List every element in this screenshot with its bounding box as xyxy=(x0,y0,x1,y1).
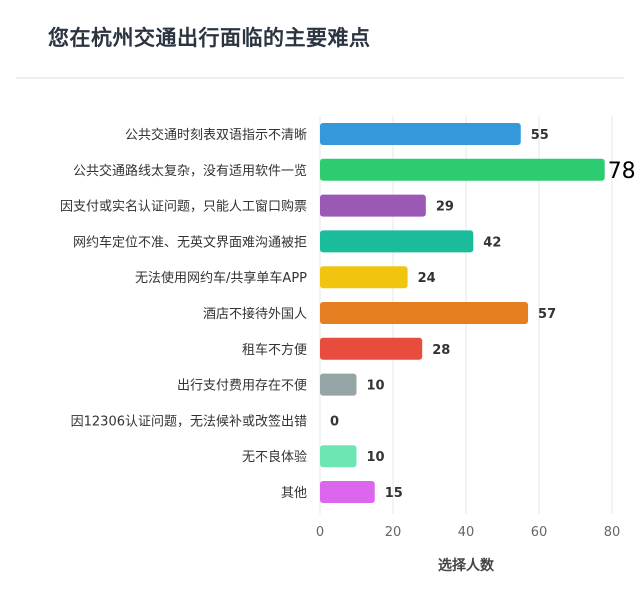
value-label: 15 xyxy=(385,486,403,501)
value-label: 57 xyxy=(538,307,556,322)
category-label: 因支付或实名认证问题，只能人工窗口购票 xyxy=(60,199,307,215)
category-label: 无不良体验 xyxy=(242,449,307,465)
value-label: 24 xyxy=(418,271,436,286)
bar xyxy=(320,445,357,468)
category-labels: 公共交通时刻表双语指示不清晰 55 公共交通路线太复杂，没有适用软件一览 78 因支付或… xyxy=(60,127,636,501)
bar xyxy=(320,266,408,289)
value-label: 29 xyxy=(436,200,454,215)
bar xyxy=(320,302,529,324)
category-label: 公共交通路线太复杂，没有适用软件一览 xyxy=(73,163,307,179)
category-label: 其他 xyxy=(281,486,307,501)
x-tick-label: 20 xyxy=(385,525,402,540)
divider xyxy=(16,77,624,79)
bar xyxy=(320,230,474,253)
chart-title: 您在杭州交通出行面临的主要难点 xyxy=(48,26,371,50)
x-tick-label: 40 xyxy=(458,525,475,540)
category-label: 因12306认证问题，无法候补或改签出错 xyxy=(71,413,307,429)
x-tick-label: 80 xyxy=(604,525,621,540)
bar xyxy=(320,373,357,396)
value-label: 78 xyxy=(608,159,636,184)
category-label: 酒店不接待外国人 xyxy=(203,306,307,322)
category-label: 租车不方便 xyxy=(242,342,307,358)
value-label: 42 xyxy=(483,235,501,250)
value-label: 10 xyxy=(367,450,385,465)
bar xyxy=(320,194,426,217)
bar xyxy=(320,481,375,503)
category-label: 无法使用网约车/共享单车APP xyxy=(135,270,307,286)
category-label: 公共交通时刻表双语指示不清晰 xyxy=(125,127,307,143)
value-label: 55 xyxy=(531,128,549,143)
value-label: 28 xyxy=(432,343,450,358)
bar xyxy=(320,158,605,181)
bars xyxy=(320,123,605,503)
x-axis-ticks: 0 20 40 60 80 xyxy=(316,525,620,540)
value-label: 0 xyxy=(330,414,339,429)
bar xyxy=(320,123,521,145)
x-tick-label: 60 xyxy=(531,525,548,540)
x-axis-title: 选择人数 xyxy=(438,557,495,574)
bar xyxy=(320,337,423,360)
category-label: 出行支付费用存在不便 xyxy=(177,379,307,394)
x-tick-label: 0 xyxy=(316,525,324,540)
category-label: 网约车定位不准、无英文界面难沟通被拒 xyxy=(73,234,307,250)
value-label: 10 xyxy=(367,379,385,394)
